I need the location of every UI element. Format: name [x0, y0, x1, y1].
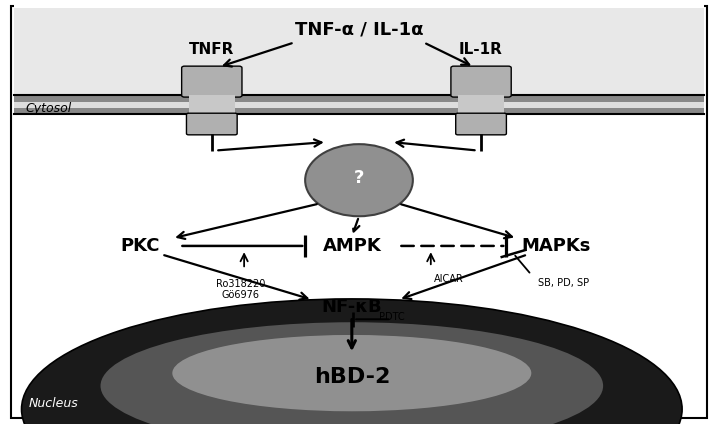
- FancyBboxPatch shape: [456, 113, 506, 135]
- Text: NF-κB: NF-κB: [322, 298, 382, 316]
- Bar: [458, 95, 504, 114]
- Text: ?: ?: [354, 169, 364, 187]
- Text: Ro318220
Gö6976: Ro318220 Gö6976: [216, 279, 265, 300]
- Text: PDTC: PDTC: [379, 312, 405, 322]
- Text: TNF-α / IL-1α: TNF-α / IL-1α: [295, 21, 423, 39]
- FancyBboxPatch shape: [187, 113, 237, 135]
- Ellipse shape: [22, 299, 682, 424]
- Text: MAPKs: MAPKs: [522, 237, 591, 255]
- Ellipse shape: [172, 335, 531, 411]
- Text: IL-1R: IL-1R: [459, 42, 503, 57]
- Bar: [189, 95, 235, 114]
- Ellipse shape: [305, 144, 413, 216]
- Ellipse shape: [101, 322, 603, 424]
- FancyBboxPatch shape: [14, 8, 704, 95]
- FancyBboxPatch shape: [11, 6, 707, 418]
- Text: AICAR: AICAR: [434, 274, 464, 285]
- Text: PKC: PKC: [120, 237, 160, 255]
- Text: AMPK: AMPK: [322, 237, 381, 255]
- FancyBboxPatch shape: [14, 102, 704, 109]
- Text: SB, PD, SP: SB, PD, SP: [538, 278, 589, 288]
- FancyBboxPatch shape: [451, 66, 511, 97]
- FancyBboxPatch shape: [14, 0, 704, 114]
- Text: Cytosol: Cytosol: [25, 102, 71, 115]
- Text: hBD-2: hBD-2: [314, 367, 390, 388]
- FancyBboxPatch shape: [182, 66, 242, 97]
- Text: TNFR: TNFR: [189, 42, 235, 57]
- Text: Nucleus: Nucleus: [29, 397, 78, 410]
- FancyBboxPatch shape: [14, 95, 704, 114]
